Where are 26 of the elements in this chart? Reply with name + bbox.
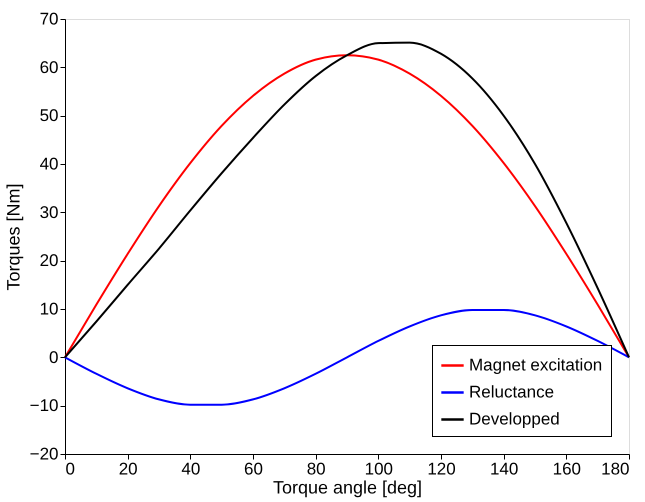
y-axis-title: Torques [Nm] (4, 183, 24, 291)
x-tick-label: 40 (181, 460, 200, 478)
x-tick-label: 180 (601, 460, 630, 478)
y-tick-label: 20 (40, 251, 58, 270)
y-tick-label: 10 (40, 300, 58, 318)
y-tick-label: 60 (40, 58, 58, 77)
y-tick-label: 70 (40, 10, 58, 28)
y-tick-label: 50 (40, 106, 58, 126)
x-axis-title: Torque angle [deg] (272, 478, 422, 498)
y-tick-label: −10 (30, 396, 58, 416)
legend-label: Reluctance (469, 382, 554, 402)
x-tick-label: 100 (364, 460, 394, 478)
y-tick-label: −20 (30, 444, 58, 464)
x-tick-label: 60 (244, 460, 263, 478)
x-tick-label: 120 (427, 460, 456, 478)
x-tick-label: 0 (66, 460, 75, 478)
line-series (64, 308, 630, 406)
x-tick-label: 80 (306, 460, 326, 478)
x-tick-label: 20 (118, 460, 138, 478)
legend-label: Magnet excitation (469, 356, 602, 374)
x-tick-label: 160 (552, 460, 582, 478)
y-tick-label: 40 (40, 154, 58, 174)
y-tick-label: 30 (40, 202, 58, 222)
y-tick-label: 0 (49, 348, 58, 367)
legend-label: Developped (469, 410, 560, 428)
x-tick-label: 140 (490, 460, 518, 478)
